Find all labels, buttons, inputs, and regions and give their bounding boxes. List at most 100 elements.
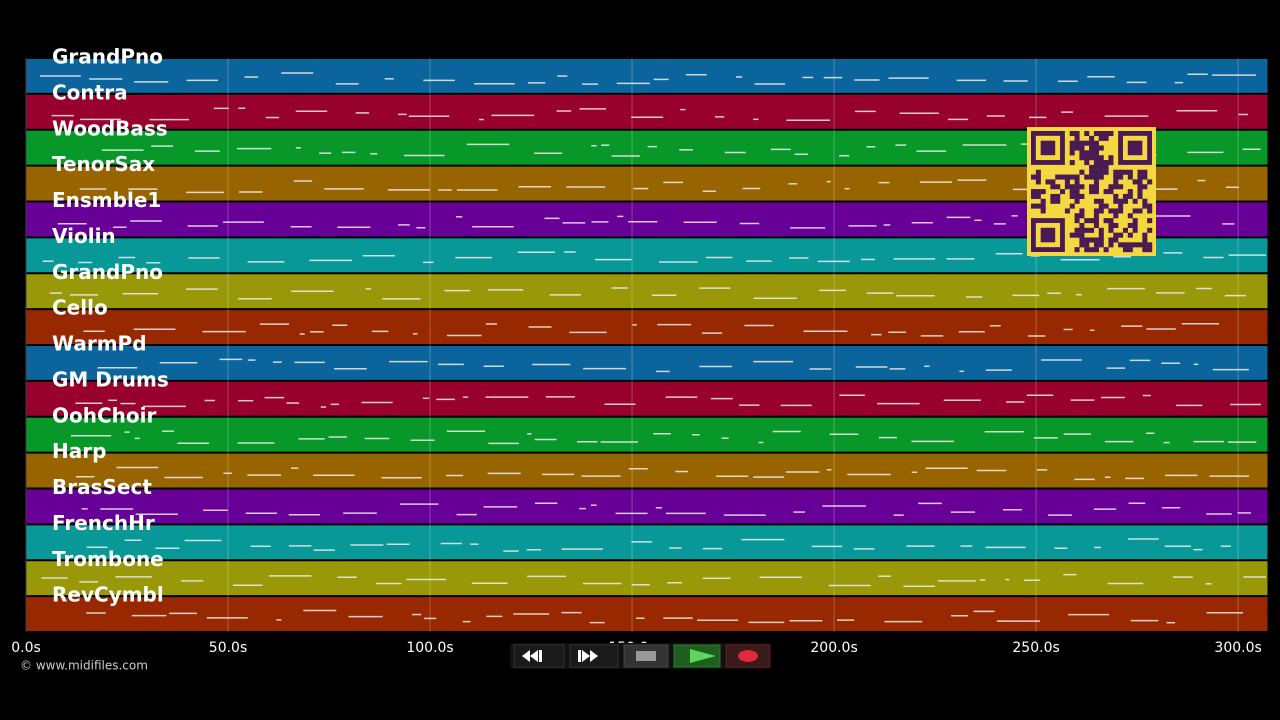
qr-code (1027, 127, 1156, 256)
qr-module (1093, 145, 1099, 151)
qr-module (1127, 242, 1133, 248)
rewind-button[interactable] (513, 644, 565, 668)
qr-module (1064, 179, 1070, 185)
qr-finder (1127, 140, 1143, 156)
qr-module (1089, 150, 1095, 156)
track-row (25, 560, 1269, 597)
qr-module (1074, 174, 1080, 180)
qr-module (1074, 135, 1080, 141)
qr-module (1031, 189, 1037, 195)
qr-module (1113, 184, 1119, 190)
tick-label: 100.0s (406, 640, 453, 656)
track-label: WarmPd (52, 332, 147, 356)
qr-module (1035, 193, 1041, 199)
track-row (25, 93, 1269, 130)
qr-module (1079, 184, 1085, 190)
track-label: FrenchHr (52, 511, 155, 535)
qr-module (1098, 227, 1104, 233)
qr-module (1122, 198, 1128, 204)
qr-module (1069, 203, 1075, 209)
track-label: Trombone (52, 547, 164, 571)
qr-module (1074, 184, 1080, 190)
qr-module (1064, 184, 1070, 190)
qr-module (1132, 198, 1138, 204)
qr-module (1127, 213, 1133, 219)
qr-module (1108, 242, 1114, 248)
track-row (25, 309, 1269, 345)
qr-module (1069, 150, 1075, 156)
qr-module (1089, 227, 1095, 233)
qr-module (1069, 131, 1075, 137)
qr-module (1074, 247, 1080, 253)
qr-module (1108, 218, 1114, 224)
qr-module (1040, 198, 1046, 204)
qr-module (1055, 198, 1061, 204)
qr-module (1113, 208, 1119, 214)
qr-module (1137, 189, 1143, 195)
qr-module (1113, 232, 1119, 238)
qr-module (1108, 222, 1114, 228)
qr-module (1079, 150, 1085, 156)
qr-module (1069, 189, 1075, 195)
qr-module (1084, 218, 1090, 224)
record-button[interactable] (725, 644, 771, 668)
qr-module (1074, 218, 1080, 224)
qr-module (1084, 150, 1090, 156)
qr-module (1127, 193, 1133, 199)
qr-module (1098, 237, 1104, 243)
qr-module (1142, 232, 1148, 238)
qr-module (1147, 227, 1153, 233)
track-labels: GrandPno Contra WoodBass TenorSax Ensmble1 Vi… (52, 45, 169, 607)
qr-module (1103, 218, 1109, 224)
qr-module (1113, 237, 1119, 243)
qr-module (1040, 189, 1046, 195)
qr-module (1093, 131, 1099, 137)
qr-module (1093, 155, 1099, 161)
qr-module (1074, 227, 1080, 233)
copyright: © www.midifiles.com (20, 659, 148, 673)
qr-module (1079, 145, 1085, 151)
qr-module (1089, 169, 1095, 175)
qr-module (1079, 213, 1085, 219)
qr-module (1098, 174, 1104, 180)
play-button[interactable] (673, 644, 721, 668)
qr-module (1108, 155, 1114, 161)
qr-module (1118, 203, 1124, 209)
qr-module (1035, 169, 1041, 175)
qr-module (1118, 232, 1124, 238)
qr-module (1103, 203, 1109, 209)
qr-module (1132, 222, 1138, 228)
qr-module (1079, 208, 1085, 214)
qr-module (1074, 131, 1080, 137)
qr-module (1113, 193, 1119, 199)
qr-module (1089, 247, 1095, 253)
qr-module (1108, 227, 1114, 233)
qr-module (1147, 203, 1153, 209)
qr-module (1079, 155, 1085, 161)
qr-module (1108, 160, 1114, 166)
qr-module (1113, 222, 1119, 228)
tick-label: 200.0s (810, 640, 857, 656)
qr-module (1118, 174, 1124, 180)
qr-module (1108, 131, 1114, 137)
track-row (25, 58, 1269, 94)
qr-module (1127, 174, 1133, 180)
qr-module (1064, 174, 1070, 180)
qr-module (1098, 145, 1104, 151)
qr-module (1113, 174, 1119, 180)
qr-module (1093, 174, 1099, 180)
qr-module (1132, 208, 1138, 214)
qr-module (1069, 145, 1075, 151)
qr-module (1089, 218, 1095, 224)
qr-module (1084, 242, 1090, 248)
fast-forward-button[interactable] (569, 644, 619, 668)
stop-button[interactable] (623, 644, 669, 668)
qr-module (1031, 174, 1037, 180)
track-label: TenorSax (52, 152, 155, 176)
qr-module (1098, 198, 1104, 204)
qr-module (1122, 169, 1128, 175)
qr-module (1113, 179, 1119, 185)
qr-module (1103, 135, 1109, 141)
qr-module (1084, 131, 1090, 137)
qr-module (1040, 203, 1046, 209)
